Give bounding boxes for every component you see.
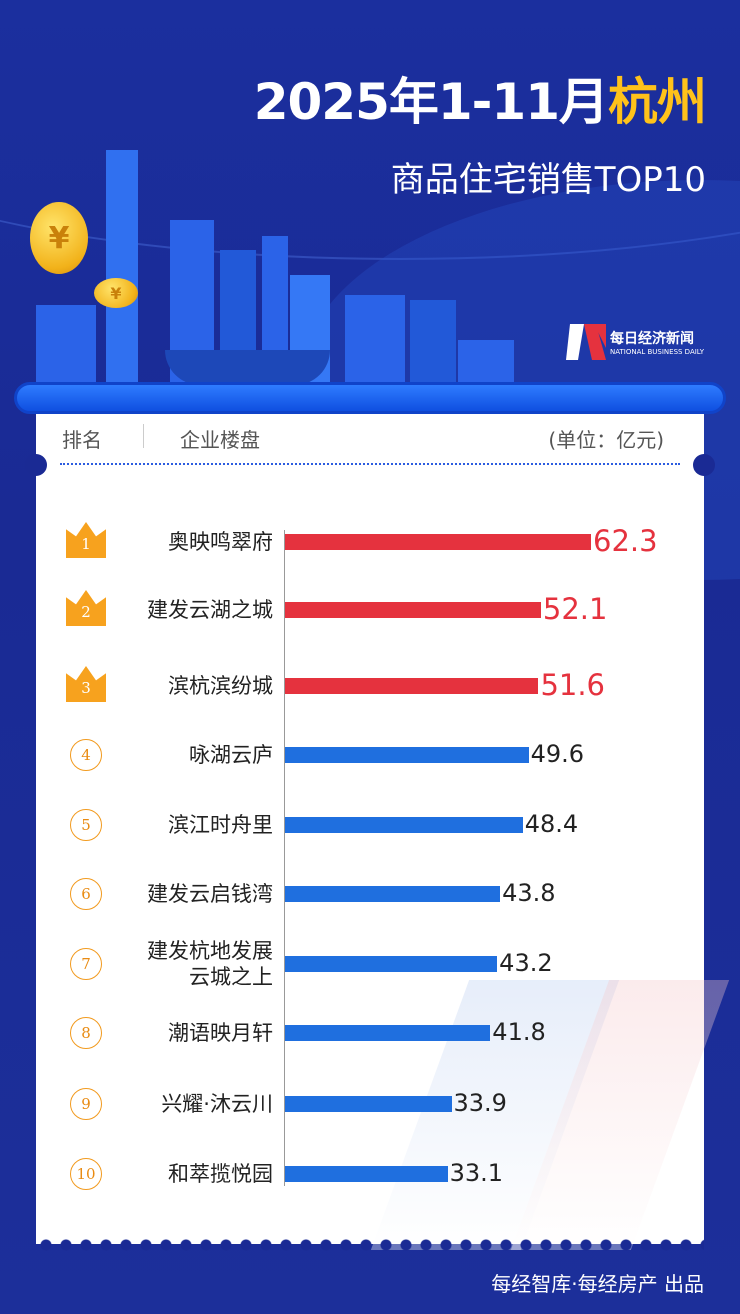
- project-name: 滨江时舟里: [168, 813, 273, 837]
- rank-badge: 8: [70, 1017, 102, 1049]
- project-name: 建发杭地发展 云城之上: [147, 939, 273, 989]
- bar: [285, 1025, 491, 1041]
- value-label: 49.6: [530, 740, 585, 768]
- project-name: 和萃揽悦园: [168, 1162, 273, 1186]
- value-label: 51.6: [540, 668, 606, 702]
- header-divider: [143, 424, 144, 448]
- bar: [285, 817, 523, 833]
- header-unit: (单位：亿元): [548, 428, 664, 452]
- value-label: 62.3: [593, 524, 658, 558]
- page-subtitle: 商品住宅销售TOP10: [390, 160, 706, 200]
- value-label: 41.8: [492, 1018, 546, 1046]
- background-swoosh: [0, 0, 740, 260]
- coin-icon: ¥: [30, 202, 88, 274]
- rank-badge: 10: [70, 1158, 102, 1190]
- scroll-rod: [14, 382, 726, 414]
- coin-icon: ¥: [94, 278, 138, 308]
- project-name: 滨杭滨纷城: [168, 674, 273, 698]
- value-label: 33.9: [453, 1089, 507, 1117]
- bar: [285, 1096, 452, 1112]
- value-label: 48.4: [524, 810, 579, 838]
- project-name: 建发云湖之城: [147, 598, 273, 622]
- rank-badge: 7: [70, 948, 102, 980]
- nbd-logo-mark: [566, 324, 606, 360]
- card-notch: [25, 454, 47, 476]
- value-label: 52.1: [542, 592, 608, 626]
- nbd-logo: 每日经济新闻 NATIONAL BUSINESS DAILY: [566, 322, 740, 362]
- footer-credit: 每经智库·每经房产 出品: [491, 1272, 704, 1296]
- value-label: 43.2: [499, 949, 553, 977]
- card-bottom-edge: [36, 1238, 704, 1252]
- dotted-divider: [60, 463, 680, 465]
- chart-axis: [284, 530, 285, 1186]
- project-name: 潮语映月轩: [168, 1021, 273, 1045]
- bar: [285, 956, 498, 972]
- project-name: 奥映鸣翠府: [168, 530, 273, 554]
- bar: [285, 534, 591, 550]
- rank-badge: 4: [70, 739, 102, 771]
- header-name: 企业楼盘: [180, 428, 260, 452]
- bar: [285, 1166, 448, 1182]
- bar: [285, 747, 529, 763]
- page-title: 2025年1-11月杭州: [253, 73, 707, 131]
- bar: [285, 678, 539, 694]
- rank-badge: 5: [70, 809, 102, 841]
- project-name: 建发云启钱湾: [147, 882, 273, 906]
- value-label: 43.8: [502, 879, 556, 907]
- value-label: 33.1: [449, 1159, 503, 1187]
- project-name: 兴耀·沐云川: [161, 1092, 273, 1116]
- rank-badge: 9: [70, 1088, 102, 1120]
- bar: [285, 886, 501, 902]
- project-name: 咏湖云庐: [189, 743, 273, 767]
- bar: [285, 602, 541, 618]
- header-rank: 排名: [62, 428, 102, 452]
- rank-badge: 6: [70, 878, 102, 910]
- card-notch: [693, 454, 715, 476]
